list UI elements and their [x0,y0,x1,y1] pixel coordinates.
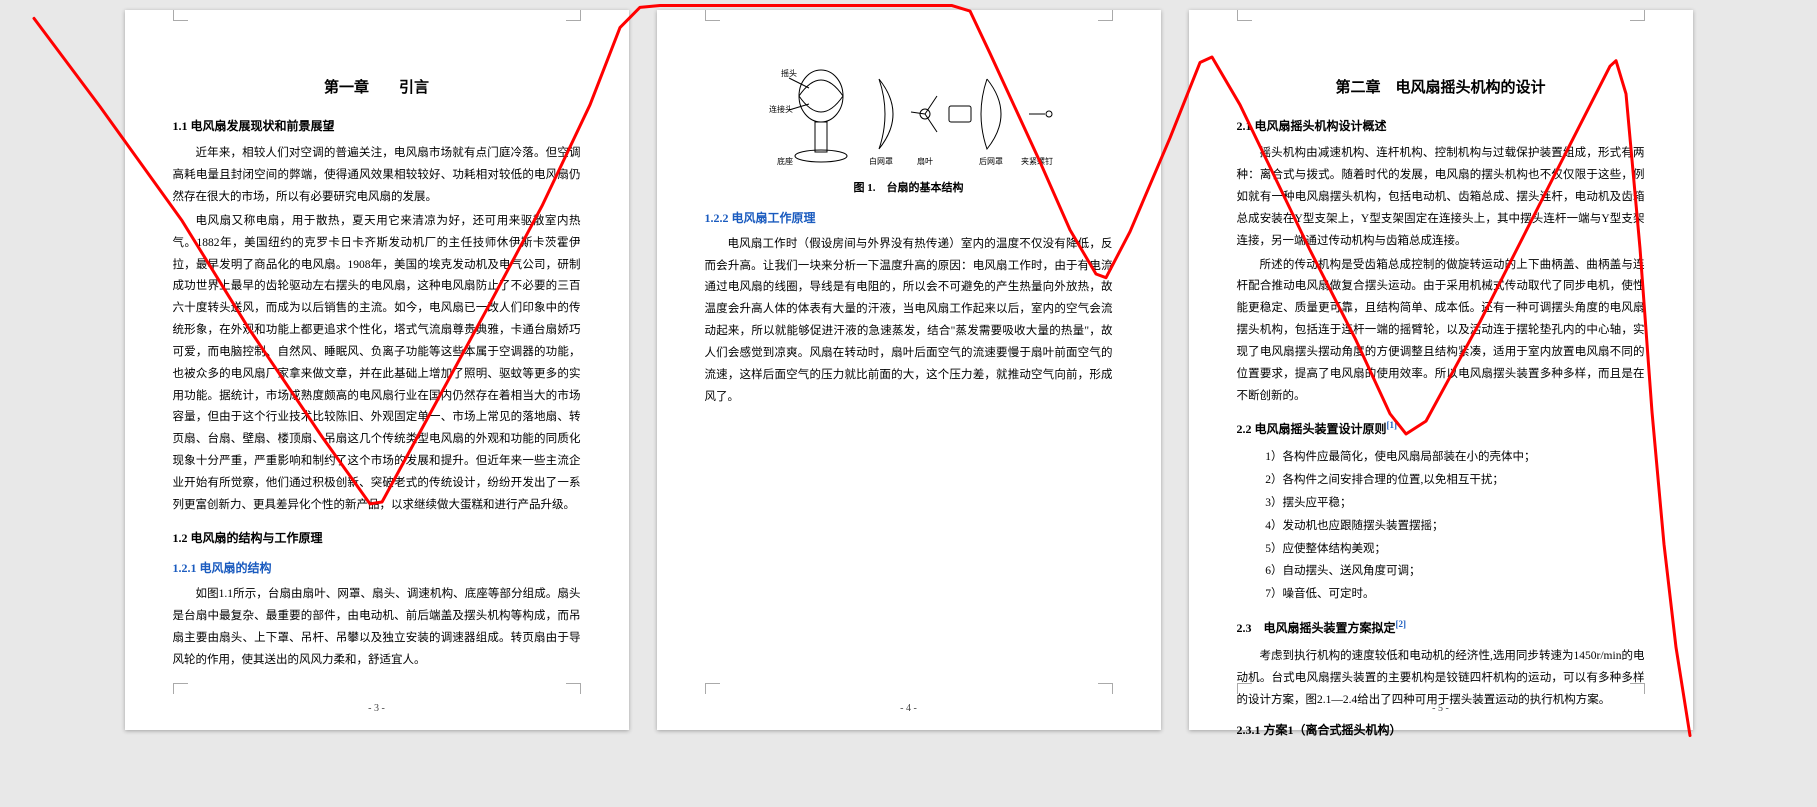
label-b: 连接头 [769,104,793,114]
label-g: 夹紧螺钉 [1021,156,1053,166]
list-item: 2）各构件之间安排合理的位置,以免相互干扰； [1237,470,1645,492]
crop-mark [1630,683,1645,694]
para: 摇头机构由减速机构、连杆机构、控制机构与过载保护装置组成，形式有两种：离合式与拨… [1237,143,1645,252]
page-5: 第二章 电风扇摇头机构的设计 2.1 电风扇摇头机构设计概述 摇头机构由减速机构… [1189,10,1693,730]
label-c: 底座 [777,156,793,166]
section-1-2: 1.2 电风扇的结构与工作原理 [173,527,581,550]
crop-mark [566,10,581,21]
crop-mark [173,683,188,694]
label-a: 摇头 [781,68,797,78]
crop-mark [1098,10,1113,21]
page-4: 摇头 连接头 底座 白网罩 扇叶 后网罩 夹紧螺钉 图 1. 台扇的基本结构 1… [657,10,1161,730]
para: 近年来，相较人们对空调的普遍关注，电风扇市场就有点门庭冷落。但空调高耗电量且封闭… [173,143,581,209]
ref-1: [1] [1387,420,1398,430]
section-2-2: 2.2 电风扇摇头装置设计原则[1] [1237,417,1645,441]
figure-1-caption: 图 1. 台扇的基本结构 [705,178,1113,199]
list-item: 3）摆头应平稳； [1237,493,1645,515]
chapter-1-title: 第一章 引言 [173,74,581,103]
section-1-1: 1.1 电风扇发展现状和前景展望 [173,115,581,138]
crop-mark [705,683,720,694]
crop-mark [173,10,188,21]
chapter-2-title: 第二章 电风扇摇头机构的设计 [1237,74,1645,103]
page-number: - 4 - [657,699,1161,718]
crop-mark [566,683,581,694]
crop-mark [705,10,720,21]
fan-diagram-icon: 摇头 连接头 底座 白网罩 扇叶 后网罩 夹紧螺钉 [759,64,1059,174]
label-e: 扇叶 [917,156,933,166]
page-number: - 5 - [1189,699,1693,718]
section-1-2-1: 1.2.1 电风扇的结构 [173,557,581,580]
page-3: 第一章 引言 1.1 电风扇发展现状和前景展望 近年来，相较人们对空调的普遍关注… [125,10,629,730]
label-f: 后网罩 [979,156,1003,166]
para: 电风扇又称电扇，用于散热，夏天用它来清凉为好，还可用来驱散室内热气。1882年，… [173,211,581,517]
para: 如图1.1所示，台扇由扇叶、网罩、扇头、调速机构、底座等部分组成。扇头是台扇中最… [173,584,581,671]
label-d: 白网罩 [869,156,893,166]
section-2-1: 2.1 电风扇摇头机构设计概述 [1237,115,1645,138]
section-2-3: 2.3 电风扇摇头装置方案拟定[2] [1237,616,1645,640]
para: 电风扇工作时（假设房间与外界没有热传递）室内的温度不仅没有降低，反而会升高。让我… [705,234,1113,409]
page-number: - 3 - [125,699,629,718]
list-item: 6）自动摆头、送风角度可调； [1237,561,1645,583]
para: 所述的传动机构是受齿箱总成控制的做旋转运动的上下曲柄盖、曲柄盖与连杆配合推动电风… [1237,255,1645,408]
figure-1: 摇头 连接头 底座 白网罩 扇叶 后网罩 夹紧螺钉 图 1. 台扇的基本结构 [705,64,1113,199]
list-item: 7）噪音低、可定时。 [1237,584,1645,606]
ref-2: [2] [1396,619,1407,629]
crop-mark [1098,683,1113,694]
crop-mark [1237,10,1252,21]
section-2-3-text: 2.3 电风扇摇头装置方案拟定 [1237,621,1396,635]
section-1-2-2: 1.2.2 电风扇工作原理 [705,207,1113,230]
crop-mark [1237,683,1252,694]
list-item: 5）应使整体结构美观； [1237,539,1645,561]
list-item: 1）各构件应最简化，使电风扇局部装在小的壳体中； [1237,447,1645,469]
crop-mark [1630,10,1645,21]
section-2-2-text: 2.2 电风扇摇头装置设计原则 [1237,422,1387,436]
list-item: 4）发动机也应跟随摆头装置摆摇； [1237,516,1645,538]
section-2-3-1: 2.3.1 方案1（离合式摇头机构） [1237,719,1645,742]
